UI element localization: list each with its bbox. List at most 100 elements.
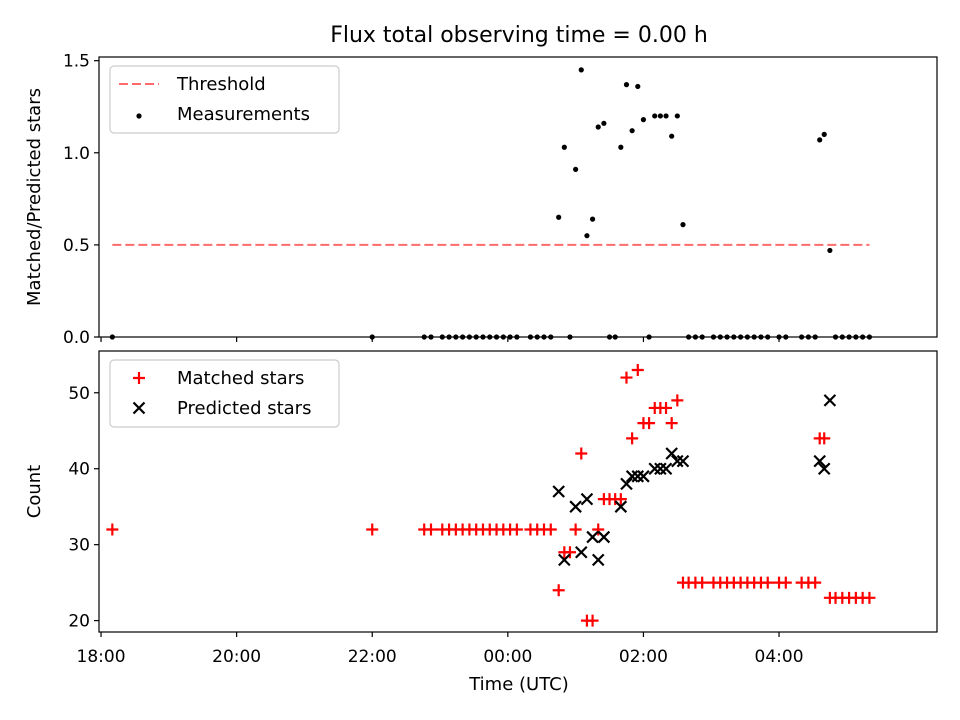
measurements-point [601, 120, 607, 126]
measurements-point [589, 216, 596, 222]
predicted-stars-marker [558, 553, 571, 567]
predicted-stars-marker [637, 470, 650, 483]
matched-stars-marker [631, 363, 644, 376]
predicted-stars-marker [813, 454, 826, 468]
predicted-stars-marker [817, 462, 831, 475]
measurements-point [584, 233, 590, 239]
matched-stars-marker [592, 523, 605, 536]
bottom-axes-group: 20 30 40 50 18:00 20:00 22:00 00:00 02:00 04:00 Co… [24, 350, 938, 667]
measurements-point [680, 222, 686, 228]
matched-stars-marker [106, 523, 119, 536]
matched-stars-marker [552, 584, 565, 597]
legend-measurements-swatch [136, 113, 142, 119]
chart-title: Flux total observing time = 0.00 h [330, 23, 708, 48]
measurements-point [578, 67, 584, 73]
predicted-stars-marker [569, 500, 582, 513]
x-axis-label: Time (UTC) [468, 674, 569, 695]
x-tick-label: 20:00 [212, 647, 261, 667]
top-legend-box [109, 65, 340, 134]
matched-stars-marker [569, 523, 582, 536]
legend-matched-stars-swatch [133, 372, 145, 384]
measurements-point [817, 137, 823, 143]
predicted-stars-marker [671, 454, 684, 468]
measurements-point [618, 144, 624, 150]
predicted-stars-marker [586, 530, 599, 544]
matched-stars-marker [696, 576, 709, 589]
bottom-y-tick-label: 50 [68, 384, 90, 404]
matched-stars-marker [809, 576, 822, 589]
legend-predicted-stars-label: Predicted stars [177, 398, 311, 419]
top-y-tick-label: 0.0 [63, 328, 90, 348]
predicted-stars-marker [597, 530, 611, 544]
matched-stars-marker [779, 576, 792, 589]
x-tick-label: 04:00 [755, 647, 804, 667]
top-axes-group: 0.0 0.5 1.0 1.5 Matched/Predicted stars Thres… [24, 52, 938, 348]
measurements-point [595, 124, 601, 130]
predicted-stars-marker [823, 394, 837, 407]
measurements-point [821, 131, 827, 137]
measurements-point [573, 166, 579, 172]
measurements-point [635, 83, 641, 90]
predicted-stars-marker [659, 462, 673, 475]
bottom-legend-box [109, 359, 340, 428]
top-y-tick-label: 1.5 [63, 52, 90, 72]
matched-stars-marker [643, 417, 656, 430]
predicted-stars-marker [552, 485, 565, 498]
predicted-stars-marker [620, 477, 633, 491]
top-y-tick-label: 0.5 [63, 236, 90, 256]
predicted-stars-marker [665, 447, 678, 460]
matched-stars-marker [575, 447, 588, 460]
measurements-point [556, 214, 562, 220]
measurements-point [663, 113, 669, 119]
matched-stars-marker [366, 523, 379, 536]
x-tick-label: 00:00 [483, 647, 532, 667]
legend-measurements-label: Measurements [177, 104, 310, 125]
bottom-y-axis-label: Count [24, 465, 45, 518]
x-tick-label: 22:00 [348, 647, 397, 667]
measurements-point [669, 133, 675, 139]
matched-stars-marker [544, 523, 557, 536]
legend-predicted-stars-swatch [132, 401, 146, 415]
measurements-point [623, 82, 630, 88]
predicted-stars-marker [580, 492, 594, 506]
matched-stars-marker [614, 493, 627, 506]
legend-matched-stars-label: Matched stars [177, 368, 304, 389]
top-axes-frame [98, 56, 938, 338]
predicted-stars-marker [575, 545, 588, 559]
measurements-point [652, 113, 658, 119]
matched-stars-marker [510, 523, 523, 536]
predicted-stars-marker [654, 462, 667, 475]
x-tick-label: 02:00 [619, 647, 668, 667]
measurements-point [640, 117, 647, 123]
bottom-axes-frame [98, 350, 938, 633]
matched-stars-marker [626, 432, 639, 445]
matched-stars-marker [863, 591, 876, 604]
top-y-tick-label: 1.0 [63, 144, 90, 164]
predicted-stars-marker [676, 454, 690, 468]
measurements-point [657, 113, 663, 119]
bottom-y-tick-label: 30 [68, 536, 90, 556]
matched-stars-marker [818, 432, 831, 445]
bottom-y-tick-label: 20 [68, 612, 90, 632]
predicted-stars-marker [625, 470, 639, 483]
measurements-point [827, 247, 833, 254]
matched-stars-marker [660, 401, 673, 414]
predicted-stars-marker [648, 462, 662, 475]
matched-stars-marker [671, 394, 684, 407]
predicted-stars-marker [614, 500, 628, 513]
matched-stars-marker [424, 523, 437, 536]
matched-stars-marker [586, 614, 599, 627]
predicted-stars-marker [631, 470, 645, 483]
measurements-point [561, 144, 567, 150]
top-y-axis-label: Matched/Predicted stars [24, 88, 45, 306]
legend-threshold-label: Threshold [176, 74, 266, 95]
matched-stars-marker [620, 371, 633, 384]
measurements-point [674, 113, 680, 119]
matched-stars-marker [761, 576, 774, 589]
predicted-stars-marker [591, 553, 605, 567]
measurements-point [629, 128, 635, 134]
x-tick-label: 18:00 [77, 647, 126, 667]
matched-stars-marker [563, 546, 576, 559]
bottom-y-tick-label: 40 [68, 460, 90, 480]
